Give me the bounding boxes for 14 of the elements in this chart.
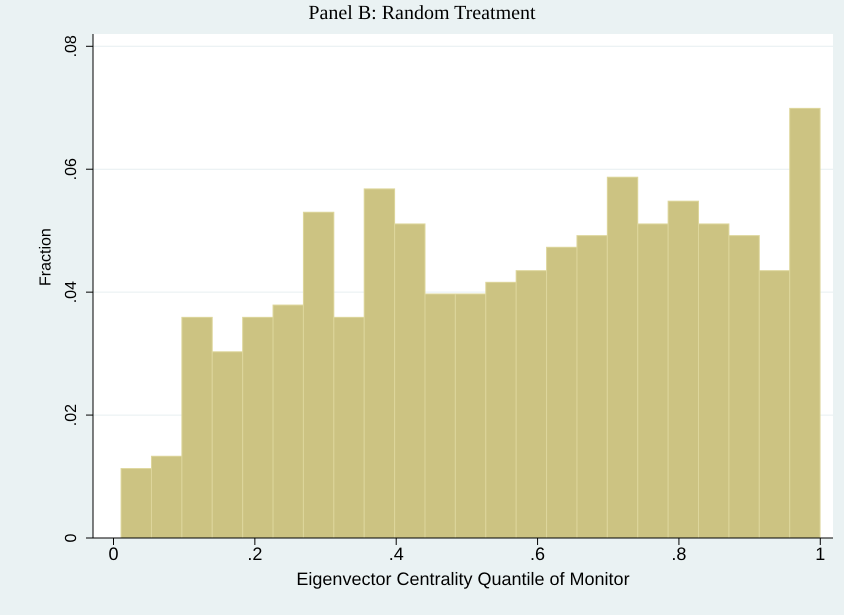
chart-title: Panel B: Random Treatment <box>307 2 537 25</box>
y-tick-label: .06 <box>63 158 80 180</box>
y-axis-title: Fraction <box>38 228 55 286</box>
y-tick-label: 0 <box>63 533 80 542</box>
x-tick-label: .2 <box>247 544 262 564</box>
x-axis-title: Eigenvector Centrality Quantile of Monitor <box>296 568 630 589</box>
y-tick-label: .08 <box>63 35 80 58</box>
x-tick-label: .6 <box>530 544 546 564</box>
x-tick-label: .8 <box>671 544 686 564</box>
x-tick-label: 1 <box>815 544 826 564</box>
x-tick-label: .4 <box>388 544 404 564</box>
y-tick-label: .02 <box>63 404 80 426</box>
x-tick-label: 0 <box>108 544 119 564</box>
y-tick-label: .04 <box>63 280 80 304</box>
